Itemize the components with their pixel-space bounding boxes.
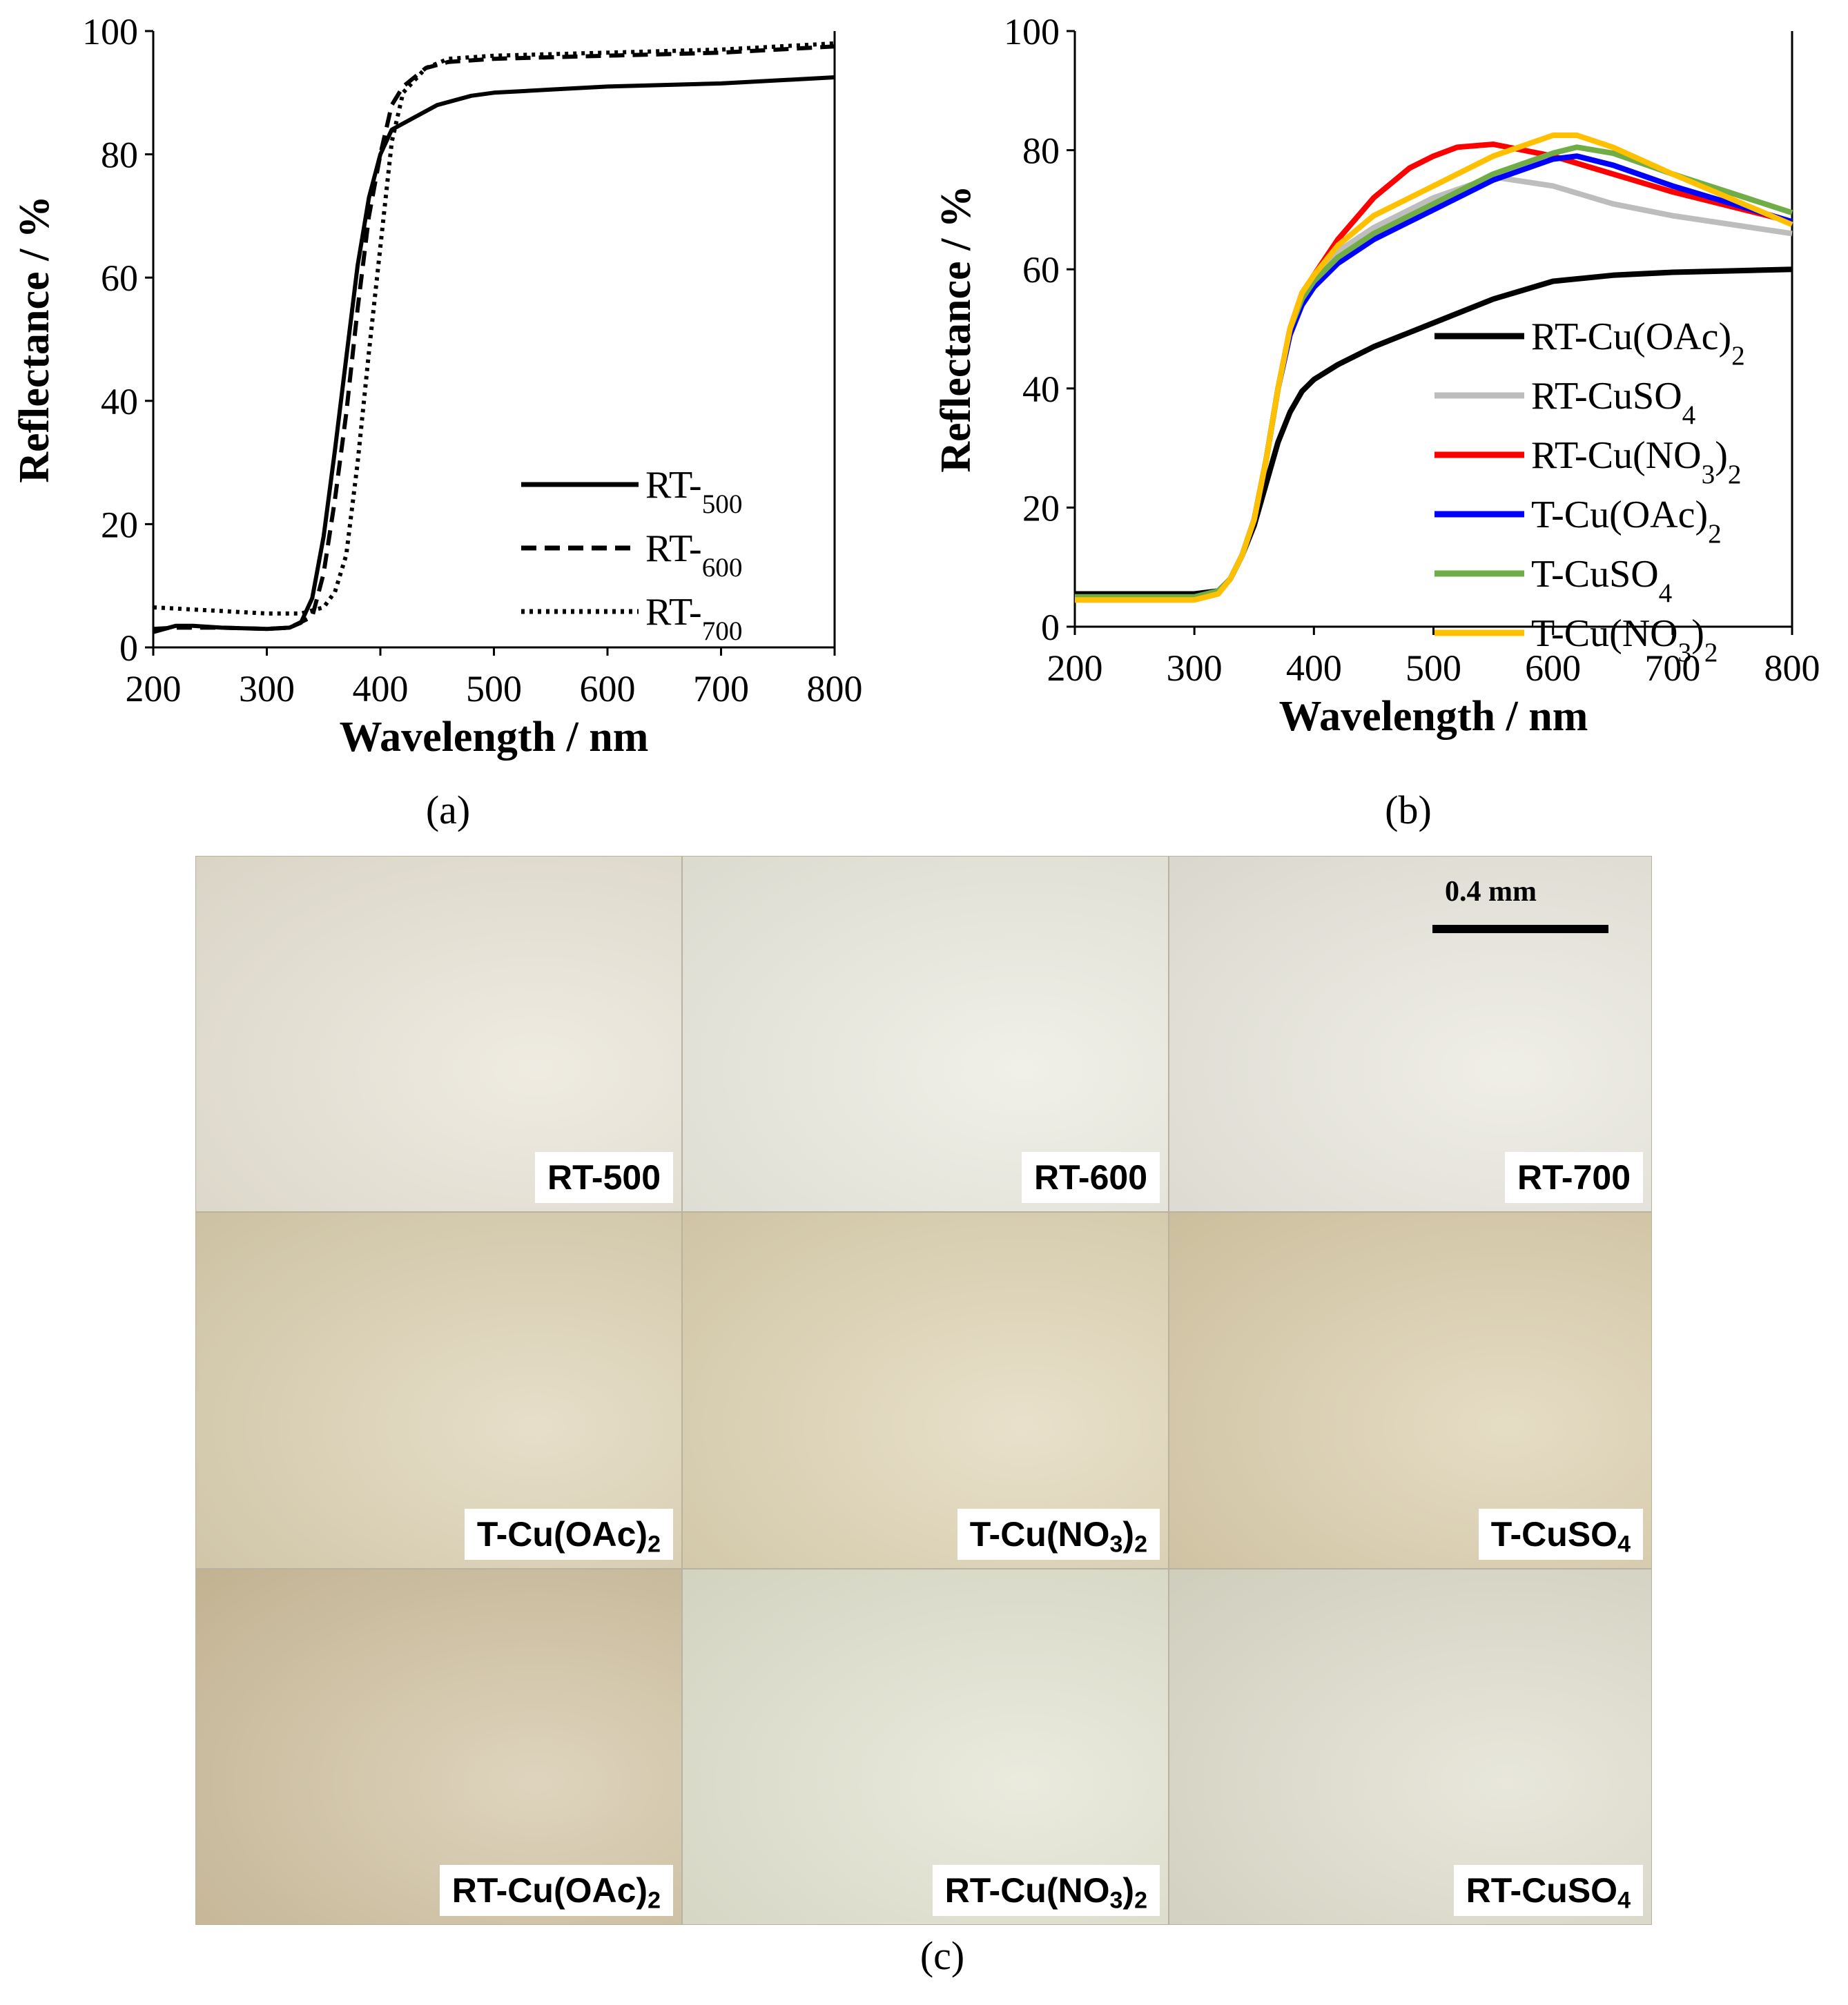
micrograph-label: RT-Cu(NO3)2 xyxy=(932,1865,1160,1916)
x-tick-label: 700 xyxy=(693,668,749,710)
micrograph-label: RT-Cu(OAc)2 xyxy=(439,1865,673,1916)
series-line-a-3 xyxy=(153,41,835,616)
micrograph-tile: RT-Cu(NO3)2 xyxy=(682,1569,1169,1925)
caption-c: (c) xyxy=(920,1933,965,1978)
legend-label-b-1: RT-Cu(OAc)2 xyxy=(1531,315,1745,371)
y-tick-label: 20 xyxy=(1022,487,1060,529)
x-tick-label: 200 xyxy=(126,668,182,710)
y-axis-label: Reflectance / % xyxy=(11,195,58,483)
legend-label-a-3: RT-700 xyxy=(645,591,742,646)
micrograph-label: T-Cu(NO3)2 xyxy=(957,1509,1160,1560)
x-tick-label: 500 xyxy=(466,668,522,710)
y-tick-label: 60 xyxy=(101,257,138,299)
micrograph-label: RT-500 xyxy=(535,1152,673,1203)
micrograph-label: RT-CuSO4 xyxy=(1453,1865,1643,1916)
x-tick-label: 200 xyxy=(1047,647,1103,689)
x-tick-label: 800 xyxy=(807,668,863,710)
x-axis-label: Wavelength / nm xyxy=(340,714,649,761)
reflectance-chart-b: 200 300 400 500 600 700 800 0 20 40 60 80 100 Wavelen… xyxy=(933,11,1820,740)
micrograph-tile: T-Cu(OAc)2 xyxy=(195,1212,682,1569)
y-tick-label: 60 xyxy=(1022,249,1060,291)
x-tick-label: 700 xyxy=(1644,647,1700,689)
legend-label-b-2: RT-CuSO4 xyxy=(1531,375,1695,430)
legend-label-b-5: T-CuSO4 xyxy=(1531,553,1672,608)
y-tick-label: 40 xyxy=(1022,369,1060,410)
reflectance-chart-a: 200 300 400 500 600 700 800 0 20 40 60 80 100 Wavelen… xyxy=(11,11,863,761)
x-tick-label: 800 xyxy=(1764,647,1820,689)
y-tick-label: 0 xyxy=(1041,607,1060,648)
micrograph-tile: RT-Cu(OAc)2 xyxy=(195,1569,682,1925)
y-tick-label: 0 xyxy=(119,627,138,669)
legend-label-b-6: T-Cu(NO3)2 xyxy=(1531,612,1718,667)
micrograph-grid: RT-500 RT-600 RT-700 T-Cu(OAc)2 T-Cu(NO3)2 T-… xyxy=(195,856,1664,1927)
legend-label-b-4: T-Cu(OAc)2 xyxy=(1531,493,1722,549)
y-axis-label: Reflectance / % xyxy=(933,185,980,473)
x-tick-label: 300 xyxy=(1167,647,1223,689)
y-tick-label: 80 xyxy=(1022,130,1060,172)
y-tick-label: 80 xyxy=(101,135,138,176)
x-tick-label: 600 xyxy=(580,668,636,710)
series-line-a-1 xyxy=(153,75,835,634)
y-tick-label: 20 xyxy=(101,504,138,545)
x-tick-label: 500 xyxy=(1406,647,1461,689)
micrograph-tile: T-Cu(NO3)2 xyxy=(682,1212,1169,1569)
x-axis-label: Wavelength / nm xyxy=(1279,693,1588,740)
legend-label-b-3: RT-Cu(NO3)2 xyxy=(1531,434,1741,489)
y-tick-label: 100 xyxy=(1004,11,1060,52)
caption-a: (a) xyxy=(425,788,471,832)
micrograph-tile: T-CuSO4 xyxy=(1169,1212,1652,1569)
scale-bar xyxy=(1432,925,1608,933)
x-tick-label: 300 xyxy=(239,668,295,710)
micrograph-tile: RT-700 xyxy=(1169,856,1652,1212)
micrograph-label: T-Cu(OAc)2 xyxy=(464,1509,673,1560)
series-line-a-2 xyxy=(153,44,835,632)
x-tick-label: 400 xyxy=(1286,647,1342,689)
legend-label-a-2: RT-600 xyxy=(645,527,742,583)
micrograph-label: T-CuSO4 xyxy=(1478,1509,1643,1560)
x-tick-label: 600 xyxy=(1525,647,1581,689)
caption-b: (b) xyxy=(1385,788,1432,832)
micrograph-tile: RT-500 xyxy=(195,856,682,1212)
legend-label-a-1: RT-500 xyxy=(645,464,742,519)
micrograph-label: RT-700 xyxy=(1505,1152,1643,1203)
micrograph-label: RT-600 xyxy=(1022,1152,1160,1203)
x-tick-label: 400 xyxy=(353,668,409,710)
series-line-b-6 xyxy=(1075,133,1793,603)
scale-bar-label: 0.4 mm xyxy=(1445,876,1537,908)
micrograph-tile: RT-600 xyxy=(682,856,1169,1212)
y-tick-label: 40 xyxy=(101,381,138,422)
y-tick-label: 100 xyxy=(82,11,138,52)
micrograph-tile: RT-CuSO4 xyxy=(1169,1569,1652,1925)
